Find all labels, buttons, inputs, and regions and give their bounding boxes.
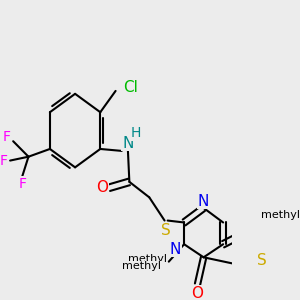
Text: S: S — [161, 224, 171, 238]
Text: O: O — [191, 286, 203, 300]
Text: F: F — [0, 154, 8, 168]
Text: F: F — [3, 130, 11, 144]
Text: N: N — [170, 242, 181, 256]
Text: F: F — [18, 177, 26, 191]
Text: H: H — [130, 127, 141, 140]
Text: N: N — [122, 136, 134, 151]
Text: methyl: methyl — [261, 210, 300, 220]
Text: N: N — [198, 194, 209, 209]
Text: O: O — [96, 180, 108, 195]
Text: methyl: methyl — [122, 262, 161, 272]
Text: methyl: methyl — [128, 254, 167, 264]
Text: S: S — [257, 253, 267, 268]
Text: Cl: Cl — [123, 80, 138, 94]
